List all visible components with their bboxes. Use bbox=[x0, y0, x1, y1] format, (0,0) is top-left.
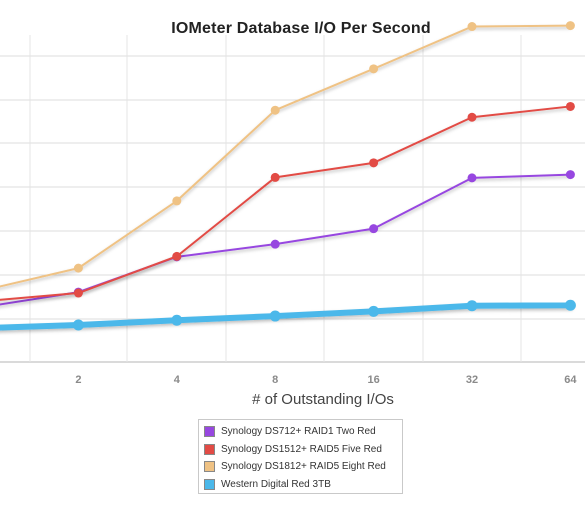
data-point[interactable] bbox=[172, 251, 182, 261]
data-point[interactable] bbox=[467, 112, 477, 122]
data-point[interactable] bbox=[172, 196, 182, 206]
series-line bbox=[0, 24, 572, 288]
chart-title: IOMeter Database I/O Per Second bbox=[171, 20, 431, 37]
series-lines bbox=[0, 21, 576, 331]
data-point[interactable] bbox=[270, 239, 280, 249]
legend-swatch bbox=[204, 443, 215, 455]
series-4 bbox=[0, 299, 576, 331]
legend-item[interactable]: Synology DS712+ RAID1 Two Red bbox=[204, 423, 402, 441]
data-point[interactable] bbox=[467, 22, 477, 32]
x-tick-label: 8 bbox=[272, 374, 278, 386]
data-point[interactable] bbox=[72, 319, 84, 331]
x-tick-label: 32 bbox=[466, 374, 478, 386]
series-line bbox=[0, 105, 572, 301]
data-point[interactable] bbox=[467, 173, 477, 183]
series-3 bbox=[0, 21, 575, 288]
data-point[interactable] bbox=[565, 170, 575, 180]
legend-label: Synology DS1512+ RAID5 Five Red bbox=[221, 443, 382, 455]
data-point[interactable] bbox=[73, 263, 83, 273]
x-tick-labels: 2 4 8 16 32 64 bbox=[75, 374, 577, 386]
data-point[interactable] bbox=[270, 105, 280, 115]
legend-item[interactable]: Synology DS1812+ RAID5 Eight Red bbox=[204, 458, 402, 476]
legend-label: Synology DS712+ RAID1 Two Red bbox=[221, 426, 376, 438]
x-axis-label: # of Outstanding I/Os bbox=[252, 391, 394, 408]
data-point[interactable] bbox=[564, 299, 576, 311]
data-point[interactable] bbox=[565, 101, 575, 111]
x-tick-label: 64 bbox=[564, 374, 577, 386]
data-point[interactable] bbox=[466, 300, 478, 312]
series-line bbox=[0, 173, 572, 306]
legend: Synology DS712+ RAID1 Two Red Synology DS… bbox=[198, 419, 403, 494]
legend-item[interactable]: Western Digital Red 3TB bbox=[204, 476, 402, 494]
x-tick-label: 16 bbox=[367, 374, 379, 386]
legend-label: Synology DS1812+ RAID5 Eight Red bbox=[221, 461, 386, 473]
x-tick-label: 2 bbox=[75, 374, 81, 386]
data-point[interactable] bbox=[270, 172, 280, 182]
data-point[interactable] bbox=[171, 314, 183, 326]
data-point[interactable] bbox=[369, 64, 379, 74]
data-point[interactable] bbox=[369, 224, 379, 234]
legend-item[interactable]: Synology DS1512+ RAID5 Five Red bbox=[204, 441, 402, 459]
data-point[interactable] bbox=[73, 288, 83, 298]
series-2 bbox=[0, 101, 575, 301]
legend-label: Western Digital Red 3TB bbox=[221, 478, 331, 490]
x-tick-label: 4 bbox=[174, 374, 181, 386]
legend-swatch bbox=[204, 461, 215, 473]
data-point[interactable] bbox=[565, 21, 575, 31]
legend-swatch bbox=[204, 426, 215, 438]
legend-swatch bbox=[204, 478, 215, 490]
data-point[interactable] bbox=[368, 305, 380, 317]
data-point[interactable] bbox=[369, 158, 379, 168]
data-point[interactable] bbox=[269, 310, 281, 322]
series-line bbox=[0, 302, 574, 331]
